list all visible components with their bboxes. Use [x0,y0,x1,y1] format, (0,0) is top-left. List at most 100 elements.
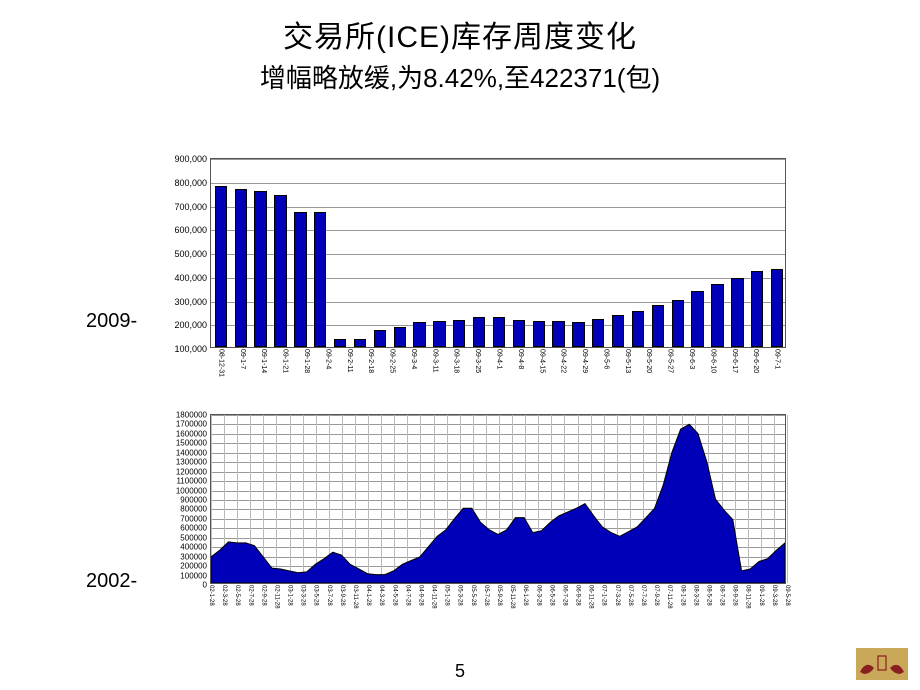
bar [572,322,584,347]
x-tick-label: 09-6-3 [688,347,695,369]
x-tick-label: 04-7-28 [404,583,410,606]
x-tick-label: 02-7-28 [247,583,253,606]
bar [374,330,386,347]
bar [453,320,465,347]
chart-subtitle: 增幅略放缓,为8.42%,至422371(包) [0,58,920,95]
x-tick-label: 03-11-28 [352,583,358,609]
bar [314,212,326,347]
x-tick-label: 05-11-28 [509,583,515,609]
x-tick-label: 04-11-28 [431,583,437,609]
x-tick-label: 09-5-13 [624,347,631,373]
bar [771,269,783,347]
chart-2009: 100,000200,000300,000400,000500,000600,0… [210,158,786,348]
bar [215,186,227,348]
y-tick-label: 100,000 [174,344,211,354]
x-tick-label: 08-11-28 [745,583,751,609]
x-tick-label: 09-1-21 [282,347,289,373]
x-tick-label: 08-12-31 [217,347,224,377]
y-tick-label: 1000000 [176,486,211,495]
bar [592,319,604,348]
x-tick-label: 09-1-28 [758,583,764,606]
y-tick-label: 800000 [180,505,211,514]
bar [691,291,703,347]
x-tick-label: 02-1-28 [208,583,214,606]
x-tick-label: 04-1-28 [365,583,371,606]
x-tick-label: 09-5-20 [645,347,652,373]
x-tick-label: 08-3-28 [692,583,698,606]
bar [274,195,286,347]
v-gridline [787,415,788,583]
y-tick-label: 100000 [180,571,211,580]
x-tick-label: 09-3-28 [771,583,777,606]
y-tick-label: 900,000 [174,154,211,164]
x-tick-label: 03-9-28 [339,583,345,606]
x-tick-label: 03-1-28 [287,583,293,606]
x-tick-label: 07-9-28 [653,583,659,606]
x-tick-label: 09-1-7 [239,347,246,369]
x-tick-label: 09-2-18 [367,347,374,373]
side-label-2009: 2009- [86,310,137,333]
x-tick-label: 04-5-28 [391,583,397,606]
x-tick-label: 05-9-28 [496,583,502,606]
x-tick-label: 09-1-28 [303,347,310,373]
y-tick-label: 1400000 [176,448,211,457]
bar [473,317,485,347]
x-tick-label: 03-3-28 [300,583,306,606]
x-tick-label: 04-3-28 [378,583,384,606]
y-tick-label: 200000 [180,562,211,571]
x-tick-label: 09-4-29 [581,347,588,373]
x-tick-label: 09-5-27 [667,347,674,373]
x-tick-label: 07-1-28 [601,583,607,606]
bar [711,284,723,347]
x-tick-label: 09-6-20 [752,347,759,373]
y-tick-label: 500000 [180,533,211,542]
bar [513,320,525,347]
y-tick-label: 400000 [180,543,211,552]
plot-area-bottom: 0100000200000300000400000500000600000700… [210,414,786,584]
x-tick-label: 09-5-28 [784,583,790,606]
x-tick-label: 09-3-25 [474,347,481,373]
x-tick-label: 05-7-28 [483,583,489,606]
y-tick-label: 800,000 [174,178,211,188]
gridline [211,183,785,184]
x-tick-label: 06-5-28 [548,583,554,606]
x-tick-label: 02-9-28 [260,583,266,606]
y-tick-label: 1300000 [176,458,211,467]
x-tick-label: 07-11-28 [666,583,672,609]
x-tick-label: 09-7-1 [774,347,781,369]
bar [751,271,763,347]
side-label-2002: 2002- [86,570,137,593]
y-tick-label: 1100000 [176,477,211,486]
x-tick-label: 09-1-14 [260,347,267,373]
bar [433,321,445,347]
y-tick-label: 1500000 [176,439,211,448]
page-number: 5 [0,661,920,682]
x-tick-label: 06-9-28 [575,583,581,606]
x-tick-label: 09-5-6 [602,347,609,369]
x-tick-label: 09-4-22 [560,347,567,373]
plot-area-top: 100,000200,000300,000400,000500,000600,0… [210,158,786,348]
bar [235,189,247,347]
x-tick-label: 09-4-15 [538,347,545,373]
x-tick-label: 09-4-8 [517,347,524,369]
x-tick-label: 09-2-11 [346,347,353,373]
bar [254,191,266,347]
y-tick-label: 600,000 [174,225,211,235]
x-tick-label: 02-5-28 [234,583,240,606]
bar [652,305,664,347]
bar [413,322,425,347]
bar [552,321,564,347]
title-block: 交易所(ICE)库存周度变化 增幅略放缓,为8.42%,至422371(包) [0,0,920,95]
bar [612,315,624,347]
bar [672,300,684,348]
x-tick-label: 09-3-18 [453,347,460,373]
bar [394,327,406,347]
y-tick-label: 600000 [180,524,211,533]
x-tick-label: 07-3-28 [614,583,620,606]
x-tick-label: 03-7-28 [326,583,332,606]
bar [334,339,346,347]
y-tick-label: 1200000 [176,467,211,476]
bar [731,278,743,347]
x-tick-label: 09-2-4 [324,347,331,369]
x-tick-label: 08-7-28 [719,583,725,606]
